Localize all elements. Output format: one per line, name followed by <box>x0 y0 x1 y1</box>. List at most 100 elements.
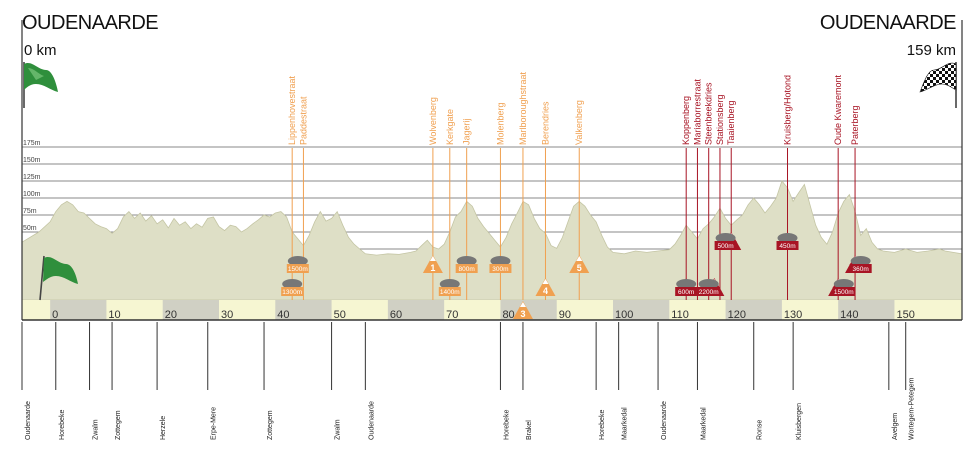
start-city-label: OUDENAARDE <box>22 12 159 34</box>
green-flag-icon <box>39 255 78 301</box>
cobble-badge <box>697 287 720 296</box>
town-label: Ronse <box>757 420 764 440</box>
town-label: Horebeke <box>599 410 606 440</box>
cobble-badge <box>438 287 461 296</box>
cobble-icon <box>287 256 308 266</box>
y-tick-label: 175m <box>23 140 41 147</box>
cobble-length: 1300m <box>282 289 302 296</box>
climb-name-label: Molenberg <box>495 102 505 145</box>
finish-km-label: 159 km <box>906 42 956 59</box>
cobble-badge <box>714 241 737 250</box>
x-tick-label: 80 <box>502 309 514 321</box>
cobble-badge <box>455 264 478 273</box>
cobble-badge <box>849 264 872 273</box>
town-label: Zottegem <box>115 410 122 440</box>
flags <box>23 62 957 301</box>
town-label: Zwalm <box>335 419 342 440</box>
start-km-label: 0 km <box>24 42 57 59</box>
climb-name-label: Paddestraat <box>298 96 308 145</box>
climb-number: 4 <box>543 286 548 296</box>
cobble-length: 1400m <box>440 289 460 296</box>
y-tick-label: 125m <box>23 174 41 181</box>
cobble-icon <box>698 279 719 289</box>
climb-triangle <box>512 301 533 319</box>
terrain-area <box>21 180 963 301</box>
climb-name-label: Valkenberg <box>574 100 584 145</box>
x-tick-label: 120 <box>728 309 746 321</box>
axis-block <box>613 300 670 320</box>
climb-triangle <box>422 255 443 273</box>
climb-triangle <box>535 278 556 296</box>
x-tick-label: 140 <box>840 309 858 321</box>
cobble-icon <box>833 279 854 289</box>
x-tick-label: 110 <box>671 309 689 321</box>
town-label: Kluisbergen <box>796 403 803 440</box>
snow-cap <box>519 302 526 307</box>
cobble-length: 500m <box>717 243 733 250</box>
cobble-length: 1500m <box>288 266 308 273</box>
town-label: Wortegem-Petegem <box>909 377 916 440</box>
climb-name-label: Kerkgate <box>445 109 455 145</box>
x-tick-label: 90 <box>559 309 571 321</box>
cobble-badge <box>286 264 309 273</box>
town-label: Herzele <box>160 416 167 440</box>
town-label: Brakel <box>526 420 533 440</box>
cobble-badge <box>675 287 698 296</box>
climb-name-label: Paterberg <box>850 105 860 145</box>
cobble-length: 800m <box>459 266 475 273</box>
cobble-icon <box>715 233 736 243</box>
axis-block <box>162 300 220 320</box>
town-label: Avelgem <box>892 413 899 440</box>
cobble-icon <box>850 256 871 266</box>
climb-name-label: Wolvenberg <box>428 97 438 145</box>
snow-cap <box>429 256 436 261</box>
climb-name-label: Marlboroughstraat <box>518 71 528 145</box>
x-tick-label: 30 <box>221 309 233 321</box>
town-label: Maarkedal <box>700 407 707 440</box>
x-tick-label: 100 <box>615 309 633 321</box>
climb-name-label: Mariaborrestraat <box>692 78 702 145</box>
cobble-length: 1500m <box>834 289 854 296</box>
town-label: Zwalm <box>93 419 100 440</box>
climb-name-label: Steenbeekdries <box>704 82 714 145</box>
cobble-icon <box>676 279 697 289</box>
x-tick-label: 50 <box>334 309 346 321</box>
town-label: Erpe-Mere <box>211 407 218 440</box>
finish-city-label: OUDENAARDE <box>819 12 957 34</box>
climb-name-label: Berendries <box>540 101 550 145</box>
town-label: Maarkedal <box>622 407 629 440</box>
axis-block <box>275 300 332 320</box>
checkered-flag-icon <box>919 62 957 108</box>
axis-block <box>500 300 557 320</box>
climb-name-label: Jagerij <box>462 118 472 145</box>
snow-cap <box>576 256 583 261</box>
climb-name-label: Kruisberg/Hotond <box>783 75 793 145</box>
y-tick-label: 150m <box>23 157 41 164</box>
town-label: Zottegem <box>267 410 274 440</box>
elevation-profile <box>21 180 963 301</box>
climb-markers: 12345678910111500m1300m1400m800m2200m500… <box>281 232 872 319</box>
cobble-length: 450m <box>779 243 795 250</box>
cobble-badge <box>832 287 855 296</box>
cobble-icon <box>490 256 511 266</box>
cobble-icon <box>456 256 477 266</box>
cobble-length: 600m <box>678 289 694 296</box>
climb-name-label: Oude Kwaremont <box>833 74 843 145</box>
axis-block <box>387 300 445 320</box>
axis-block <box>838 300 895 320</box>
climb-number: 1 <box>430 263 435 273</box>
cobble-icon <box>777 233 798 243</box>
cobble-length: 2200m <box>699 289 719 296</box>
climb-name-label: Koppenberg <box>681 96 691 145</box>
cobble-length: 300m <box>492 266 508 273</box>
cobble-length: 360m <box>853 266 869 273</box>
y-tick-label: 100m <box>23 191 41 198</box>
x-tick-label: 20 <box>165 309 177 321</box>
x-tick-label: 60 <box>390 309 402 321</box>
y-tick-label: 75m <box>23 208 37 215</box>
cobble-icon <box>282 279 303 289</box>
town-label: Oudenaarde <box>25 401 32 440</box>
km-axis: 0 10 20 30 40 50 60 70 80 90 100 110 120 130 140 150 <box>21 20 963 321</box>
climb-labels: Lippenhovestraat Paddestraat Wolvenberg Ker… <box>287 71 860 300</box>
